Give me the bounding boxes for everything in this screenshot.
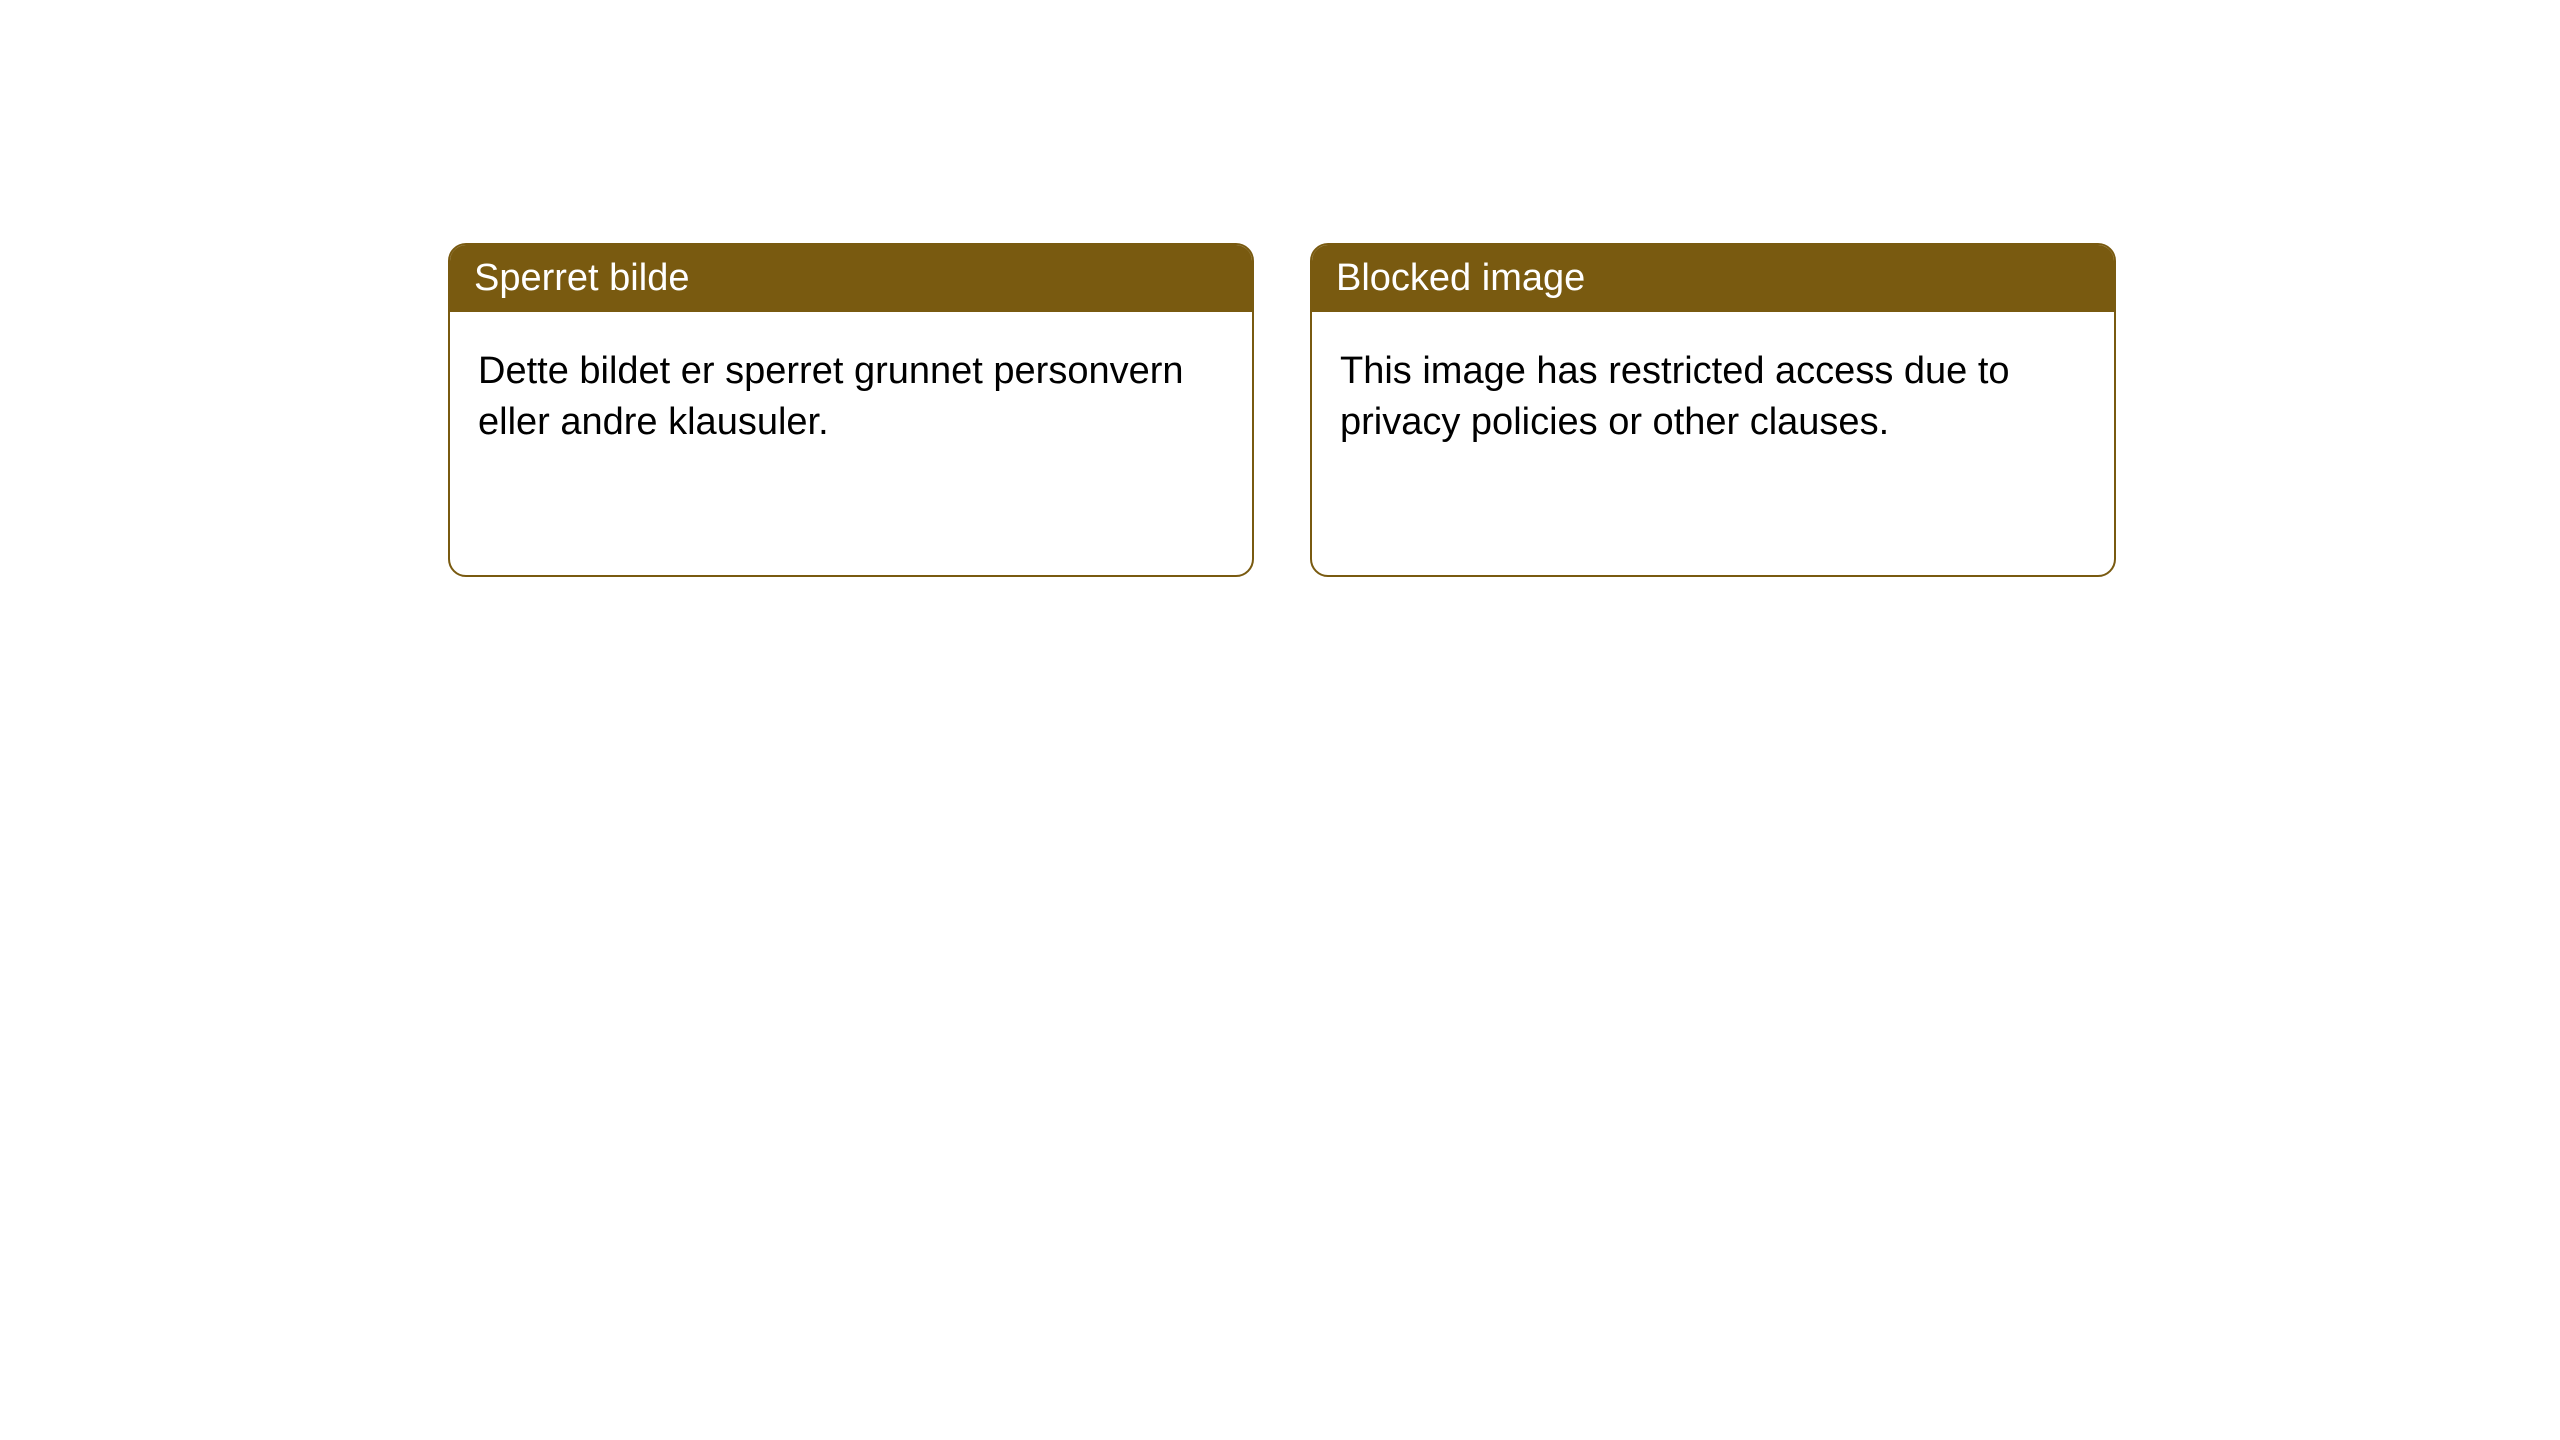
notice-body: Dette bildet er sperret grunnet personve… <box>450 312 1252 483</box>
notice-body: This image has restricted access due to … <box>1312 312 2114 483</box>
notice-header: Sperret bilde <box>450 245 1252 312</box>
notice-header: Blocked image <box>1312 245 2114 312</box>
notice-card-english: Blocked image This image has restricted … <box>1310 243 2116 577</box>
notice-card-norwegian: Sperret bilde Dette bildet er sperret gr… <box>448 243 1254 577</box>
notice-container: Sperret bilde Dette bildet er sperret gr… <box>0 0 2560 577</box>
